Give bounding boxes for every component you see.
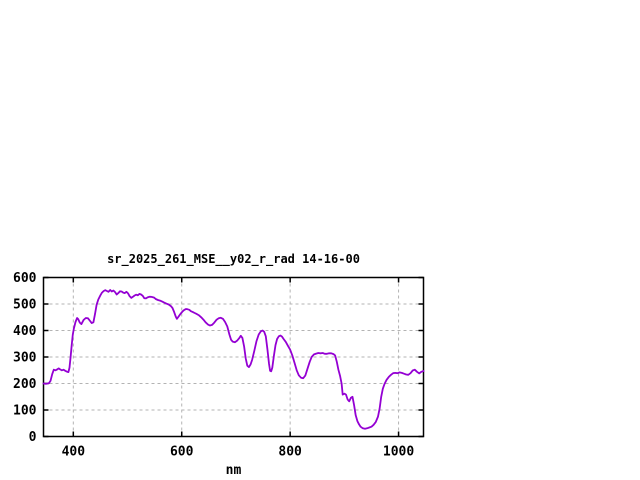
y-tick-label: 600 (13, 271, 37, 286)
y-tick-label: 400 (13, 324, 37, 339)
data-curve (42, 289, 425, 430)
y-tick-label: 0 (29, 430, 37, 445)
x-tick-label: 1000 (383, 445, 414, 460)
x-tick-label: 400 (62, 445, 86, 460)
y-tick-label: 200 (13, 377, 37, 392)
x-tick-label: 600 (170, 445, 194, 460)
x-axis-label: nm (226, 463, 242, 478)
y-tick-label: 500 (13, 298, 37, 313)
y-tick-label: 300 (13, 351, 37, 366)
y-tick-label: 100 (13, 404, 37, 419)
x-tick-label: 800 (278, 445, 302, 460)
chart-title: sr_2025_261_MSE__y02_r_rad 14-16-00 (107, 252, 360, 267)
